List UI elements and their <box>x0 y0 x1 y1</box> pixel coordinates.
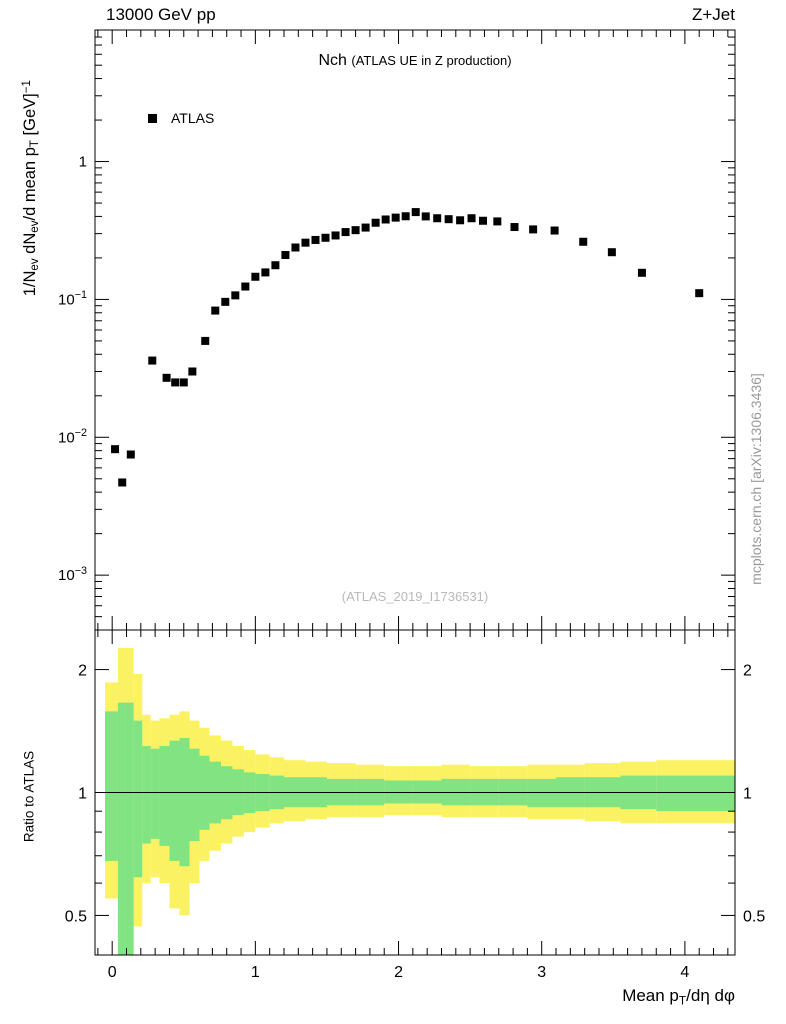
svg-text:10−2: 10−2 <box>58 427 87 446</box>
ratio-band-inner-uncertainty <box>105 702 735 955</box>
svg-text:2: 2 <box>78 663 87 680</box>
data-point <box>361 223 370 232</box>
data-point <box>261 268 270 277</box>
data-point <box>211 306 220 315</box>
observable-subtitle: (ATLAS UE in Z production) <box>351 53 512 68</box>
data-point <box>171 378 180 387</box>
data-point <box>421 212 430 221</box>
data-point <box>529 225 538 234</box>
data-point <box>479 216 488 225</box>
svg-text:1: 1 <box>78 786 87 803</box>
svg-text:1: 1 <box>79 154 87 171</box>
data-point <box>381 215 390 224</box>
data-point <box>467 214 476 223</box>
mcplots-credit: mcplots.cern.ch [arXiv:1306.3436] <box>748 373 764 585</box>
data-point <box>118 478 127 487</box>
beam-energy-title: 13000 GeV pp <box>106 5 216 24</box>
data-point <box>331 231 340 240</box>
data-point <box>111 445 120 454</box>
data-points-series-ATLAS <box>111 208 704 487</box>
observable-name: Nch <box>318 52 347 69</box>
data-point <box>433 214 442 223</box>
data-point <box>550 226 559 235</box>
svg-text:1: 1 <box>743 786 752 803</box>
data-point <box>411 208 420 217</box>
data-point <box>351 226 360 235</box>
svg-text:0: 0 <box>108 964 117 981</box>
data-point <box>291 243 300 252</box>
data-point <box>510 223 519 232</box>
data-point <box>126 450 135 459</box>
x-axis-label: Mean pT/dη dφ <box>622 986 735 1008</box>
data-point <box>579 237 588 246</box>
analysis-watermark: (ATLAS_2019_I1736531) <box>341 589 489 604</box>
data-point <box>607 248 616 257</box>
data-point <box>493 217 502 226</box>
data-point <box>371 218 380 227</box>
observable-title: Nch (ATLAS UE in Z production) <box>95 52 735 70</box>
data-point <box>401 212 410 221</box>
data-point <box>179 378 188 387</box>
svg-text:10−1: 10−1 <box>58 289 87 308</box>
data-point <box>637 268 646 277</box>
data-point <box>188 367 197 376</box>
axis-ticks <box>95 29 735 956</box>
data-point <box>456 216 465 225</box>
legend: ATLAS <box>148 110 214 126</box>
data-point <box>444 215 453 224</box>
data-point <box>271 261 280 270</box>
svg-text:2: 2 <box>394 964 403 981</box>
data-point <box>241 282 250 291</box>
svg-text:10−3: 10−3 <box>58 565 87 584</box>
legend-filled-square-icon <box>148 113 157 123</box>
data-point <box>281 250 290 259</box>
svg-text:0.5: 0.5 <box>65 908 87 925</box>
svg-text:2: 2 <box>743 663 752 680</box>
data-point <box>695 289 704 298</box>
data-point <box>321 233 330 242</box>
svg-text:3: 3 <box>537 964 546 981</box>
process-title: Z+Jet <box>692 5 735 24</box>
data-point <box>251 272 260 281</box>
y-axis-label: 1/Nev dNev/d mean pT [GeV]−1 <box>20 80 42 297</box>
svg-text:4: 4 <box>680 964 689 981</box>
data-point <box>221 297 230 306</box>
data-point <box>391 213 400 222</box>
ratio-y-axis-label: Ratio to ATLAS <box>21 750 37 843</box>
svg-text:0.5: 0.5 <box>743 908 765 925</box>
data-point <box>201 336 210 345</box>
data-point <box>311 235 320 244</box>
axis-tick-labels: 1 10−1 10−2 10−3 0.5 0.5 1 1 2 2 0 1 2 3 4 <box>58 154 765 981</box>
data-point <box>162 373 171 382</box>
legend-label: ATLAS <box>171 110 215 126</box>
data-point <box>341 228 350 237</box>
data-point <box>148 356 157 365</box>
data-point <box>231 291 240 300</box>
svg-text:1: 1 <box>251 964 260 981</box>
data-point <box>301 238 310 247</box>
